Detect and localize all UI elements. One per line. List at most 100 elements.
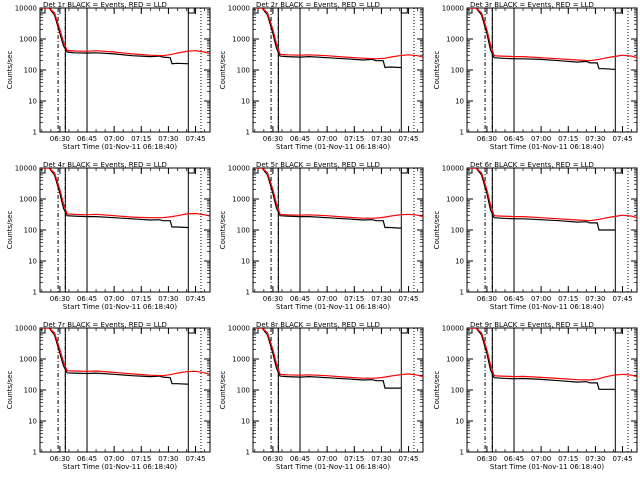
y-tick-label: 1000: [446, 36, 464, 44]
panel-det-7: 1 10 100 1000 10000 06:30 06:45 07:00 07:15 07:30…: [6, 321, 211, 471]
x-tick-label: 06:30: [50, 295, 70, 303]
corner-marker: [614, 7, 622, 14]
y-tick-label: 100: [451, 67, 464, 75]
x-tick-label: 06:30: [50, 135, 70, 143]
x-axis-label: Start Time (01-Nov-11 06:18:40): [276, 463, 390, 471]
y-tick-label: 100: [237, 227, 250, 235]
series-line-events: [254, 328, 402, 389]
panel-det-4: 1 10 100 1000 10000 06:30 06:45 07:00 07:15 07:30…: [6, 161, 211, 311]
panel-det-9: 1 10 100 1000 10000 06:30 06:45 07:00 07:15 07:30…: [433, 321, 638, 471]
y-tick-label: 1000: [19, 356, 37, 364]
panel-title: Det 1r BLACK = Events, RED = LLD: [43, 1, 167, 9]
x-tick-label: 07:30: [158, 455, 178, 463]
y-tick-label: 1: [33, 449, 37, 457]
x-axis-label: Start Time (01-Nov-11 06:18:40): [490, 303, 604, 311]
x-axis-label: Start Time (01-Nov-11 06:18:40): [63, 303, 177, 311]
y-tick-label: 100: [451, 387, 464, 395]
y-tick-label: 100: [451, 227, 464, 235]
series-group: [41, 168, 210, 229]
y-axis-label: Counts/sec: [6, 51, 14, 90]
series-group: [254, 328, 423, 389]
series-line-lld: [468, 168, 637, 222]
panel-title: Det 6r BLACK = Events, RED = LLD: [470, 161, 594, 169]
x-axis-label: Start Time (01-Nov-11 06:18:40): [63, 143, 177, 151]
x-tick-label: 07:45: [185, 455, 205, 463]
x-tick-label: 07:45: [398, 455, 418, 463]
x-tick-label: 07:15: [131, 135, 151, 143]
series-group: [41, 8, 210, 65]
y-tick-label: 10000: [442, 165, 464, 173]
x-axis-label: Start Time (01-Nov-11 06:18:40): [490, 143, 604, 151]
y-tick-label: 1000: [446, 356, 464, 364]
panel-det-3: 1 10 100 1000 10000 06:30 06:45 07:00 07:15 07:30…: [433, 1, 638, 151]
x-tick-label: 07:30: [585, 455, 605, 463]
y-tick-label: 1: [246, 449, 250, 457]
y-tick-label: 10000: [442, 5, 464, 13]
x-tick-label: 07:30: [585, 135, 605, 143]
panel-det-2: 1 10 100 1000 10000 06:30 06:45 07:00 07:15 07:30…: [219, 1, 424, 151]
series-group: [468, 8, 637, 70]
x-tick-label: 07:30: [371, 295, 391, 303]
x-tick-label: 07:45: [185, 295, 205, 303]
x-tick-label: 07:30: [158, 295, 178, 303]
series-line-lld: [41, 8, 210, 57]
y-tick-label: 100: [237, 67, 250, 75]
x-tick-label: 06:30: [263, 295, 283, 303]
x-tick-label: 06:45: [77, 135, 97, 143]
x-tick-label: 07:00: [104, 295, 124, 303]
corner-marker: [400, 167, 408, 174]
panel-det-8: 1 10 100 1000 10000 06:30 06:45 07:00 07:15 07:30…: [219, 321, 424, 471]
x-tick-label: 07:45: [398, 295, 418, 303]
y-tick-label: 10000: [15, 165, 37, 173]
x-tick-label: 07:30: [371, 135, 391, 143]
x-tick-label: 06:45: [504, 135, 524, 143]
x-tick-label: 06:45: [77, 295, 97, 303]
x-axis-label: Start Time (01-Nov-11 06:18:40): [276, 143, 390, 151]
y-tick-label: 10000: [442, 325, 464, 333]
series-line-lld: [254, 328, 423, 379]
y-tick-label: 1: [33, 289, 37, 297]
x-axis-label: Start Time (01-Nov-11 06:18:40): [63, 463, 177, 471]
y-tick-label: 10: [241, 418, 250, 426]
y-axis-label: Counts/sec: [6, 371, 14, 410]
x-tick-label: 07:00: [531, 135, 551, 143]
x-tick-label: 07:15: [558, 455, 578, 463]
series-line-lld: [468, 8, 637, 62]
corner-marker: [400, 327, 408, 334]
x-tick-label: 07:00: [317, 455, 337, 463]
series-group: [468, 328, 637, 390]
y-tick-label: 1: [460, 449, 464, 457]
series-line-events: [41, 168, 189, 229]
y-tick-label: 1: [246, 129, 250, 137]
x-tick-label: 07:15: [344, 455, 364, 463]
x-tick-label: 07:00: [317, 295, 337, 303]
series-line-events: [468, 8, 616, 70]
series-group: [254, 8, 423, 69]
x-tick-label: 06:45: [290, 455, 310, 463]
x-tick-label: 07:15: [131, 295, 151, 303]
x-tick-label: 06:45: [290, 135, 310, 143]
x-tick-label: 07:45: [612, 135, 632, 143]
x-tick-label: 07:45: [612, 295, 632, 303]
x-tick-label: 07:30: [371, 455, 391, 463]
y-tick-label: 10000: [228, 165, 250, 173]
x-tick-label: 07:00: [104, 455, 124, 463]
y-tick-label: 1: [460, 289, 464, 297]
y-tick-label: 10: [28, 258, 37, 266]
x-tick-label: 06:30: [477, 135, 497, 143]
series-line-lld: [41, 168, 210, 219]
x-tick-label: 07:45: [398, 135, 418, 143]
y-tick-label: 100: [24, 67, 37, 75]
x-tick-label: 06:45: [504, 295, 524, 303]
corner-marker: [187, 327, 195, 334]
panel-det-5: 1 10 100 1000 10000 06:30 06:45 07:00 07:15 07:30…: [219, 161, 424, 311]
y-tick-label: 1000: [446, 196, 464, 204]
y-tick-label: 10: [241, 258, 250, 266]
y-tick-label: 100: [24, 387, 37, 395]
panel-title: Det 5r BLACK = Events, RED = LLD: [256, 161, 380, 169]
y-tick-label: 10000: [228, 325, 250, 333]
x-tick-label: 06:45: [504, 455, 524, 463]
y-tick-label: 100: [24, 227, 37, 235]
series-line-lld: [254, 168, 423, 219]
